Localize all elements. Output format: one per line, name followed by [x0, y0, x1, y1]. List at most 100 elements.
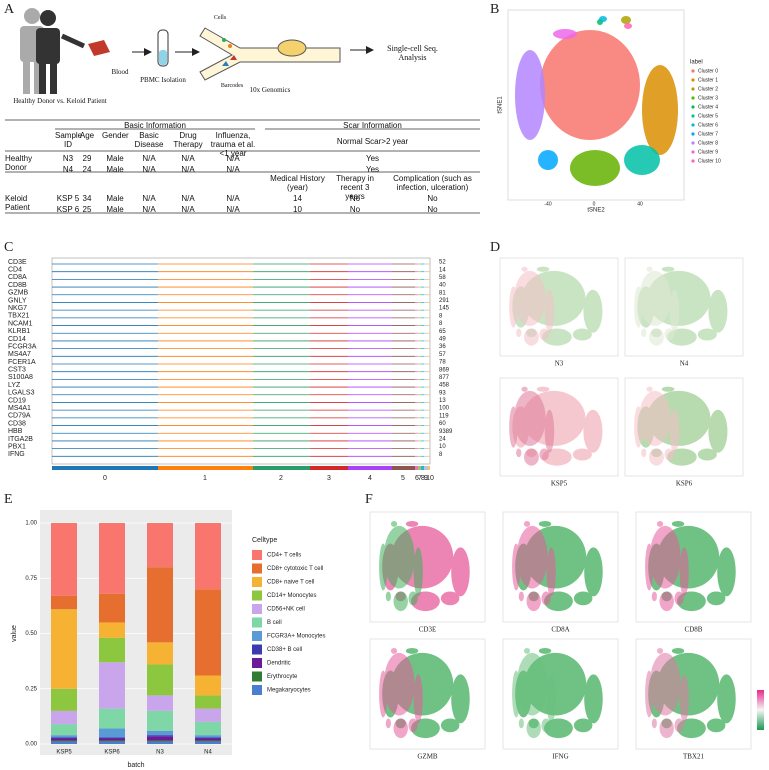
table-cell: N/A [226, 154, 240, 163]
track-max-label: 877 [439, 375, 450, 381]
table-cell: N/A [226, 165, 240, 174]
table-cell: 10 [293, 205, 302, 214]
tsne-cluster [621, 16, 631, 24]
table-cell: No [349, 194, 361, 203]
table-cell: KSP 6 [56, 205, 80, 214]
legend-swatch [691, 105, 695, 109]
gene-label: KLRB1 [8, 328, 30, 335]
plot-title: GZMB [417, 753, 438, 761]
legend-swatch [691, 150, 695, 154]
legend-label: CD8+ cytotoxic T cell [267, 566, 323, 572]
bar-segment [51, 735, 77, 738]
legend-label: Cluster 7 [698, 131, 718, 137]
tsne-cluster [540, 30, 640, 140]
bar-segment [51, 724, 77, 736]
table-cell: N3 [62, 154, 74, 163]
tsne-cluster [553, 29, 577, 39]
panel-label: A [4, 2, 15, 17]
track-max-label: 13 [439, 398, 446, 404]
track-max-label: 9389 [439, 429, 453, 435]
gene-label: FCER1A [8, 359, 36, 366]
bar-segment [51, 595, 77, 610]
cluster-bar [424, 466, 427, 470]
cluster-bar [158, 466, 253, 470]
workflow-label: PBMC Isolation [140, 76, 186, 84]
bar-segment [51, 609, 77, 689]
plot-title: CD3E [419, 626, 437, 634]
bar-segment [99, 662, 125, 709]
track-max-label: 8 [439, 321, 443, 327]
table-cell: N/A [181, 154, 195, 163]
legend-label: Cluster 9 [698, 149, 718, 155]
table-cell: N/A [142, 154, 156, 163]
track-max-label: 49 [439, 337, 446, 343]
workflow-label: Cells [213, 15, 227, 21]
table-column-header: Basic Disease [134, 131, 164, 149]
table-cell: Male [106, 154, 124, 163]
y-tick-label: 0.00 [25, 742, 37, 748]
legend-swatch [252, 577, 262, 587]
table-cell: N/A [181, 194, 195, 203]
axis-title: value [11, 625, 18, 642]
table-cell: No [427, 194, 438, 203]
table-cell: N/A [181, 165, 195, 174]
y-tick-label: 0.25 [25, 686, 37, 692]
y-tick-label: 0.75 [25, 576, 37, 582]
bar-segment [195, 589, 221, 676]
gene-label: S100A8 [8, 374, 33, 381]
cluster-bar [392, 466, 415, 470]
track-max-label: 10 [439, 444, 446, 450]
legend-swatch [252, 550, 262, 560]
bar-segment [147, 523, 173, 568]
track-max-label: 60 [439, 421, 446, 427]
legend-swatch [691, 159, 695, 163]
bar-segment [51, 710, 77, 725]
table-column-header: Medical History (year) [270, 174, 325, 192]
gene-label: CD4 [8, 267, 22, 274]
track-max-label: 58 [439, 275, 446, 281]
bar-segment [195, 675, 221, 696]
bar-segment [195, 737, 221, 739]
panel-label: C [4, 240, 13, 255]
bar-segment [99, 741, 125, 744]
bar-segment [195, 708, 221, 722]
workflow-label: Single-cell Seq. Analysis [387, 44, 438, 62]
panel-label: E [4, 492, 13, 507]
cluster-label: 10 [426, 475, 434, 482]
cluster-label: 8 [421, 475, 425, 482]
track-max-label: 36 [439, 344, 446, 350]
table-column-header: Drug Therapy [173, 131, 203, 149]
cluster-bar [421, 466, 424, 470]
y-tick-label: 0.50 [25, 631, 37, 637]
table-cell: Male [106, 205, 124, 214]
gene-label: CD14 [8, 336, 26, 343]
table-cell: 14 [293, 194, 302, 203]
gene-label: CD79A [8, 413, 31, 420]
plot-title: CD8B [685, 626, 703, 634]
bar-segment [195, 523, 221, 590]
track-max-label: 14 [439, 267, 446, 273]
cluster-bar [427, 466, 430, 470]
legend-title: label [690, 60, 703, 66]
tsne-cluster [624, 145, 660, 175]
bar-segment [147, 736, 173, 741]
gene-label: MS4A1 [8, 405, 31, 412]
legend-label: Cluster 5 [698, 113, 718, 119]
plot-title: TBX21 [683, 753, 705, 761]
legend-swatch [691, 123, 695, 127]
bar-segment [147, 741, 173, 744]
plot-title: N3 [555, 360, 564, 368]
x-tick-label: KSP6 [104, 750, 120, 756]
bar-segment [99, 738, 125, 741]
table-column-header: Therapy in recent 3 years [336, 174, 374, 201]
gene-label: LYZ [8, 382, 21, 389]
table-cell: 34 [82, 194, 92, 203]
gene-label: NKG7 [8, 305, 27, 312]
tsne-cluster [538, 150, 558, 170]
legend-title: Celltype [252, 537, 277, 544]
legend-label: Cluster 2 [698, 86, 718, 92]
bar-segment [51, 738, 77, 741]
legend-label: Megakaryocytes [267, 688, 311, 694]
cluster-label: 3 [327, 475, 331, 482]
